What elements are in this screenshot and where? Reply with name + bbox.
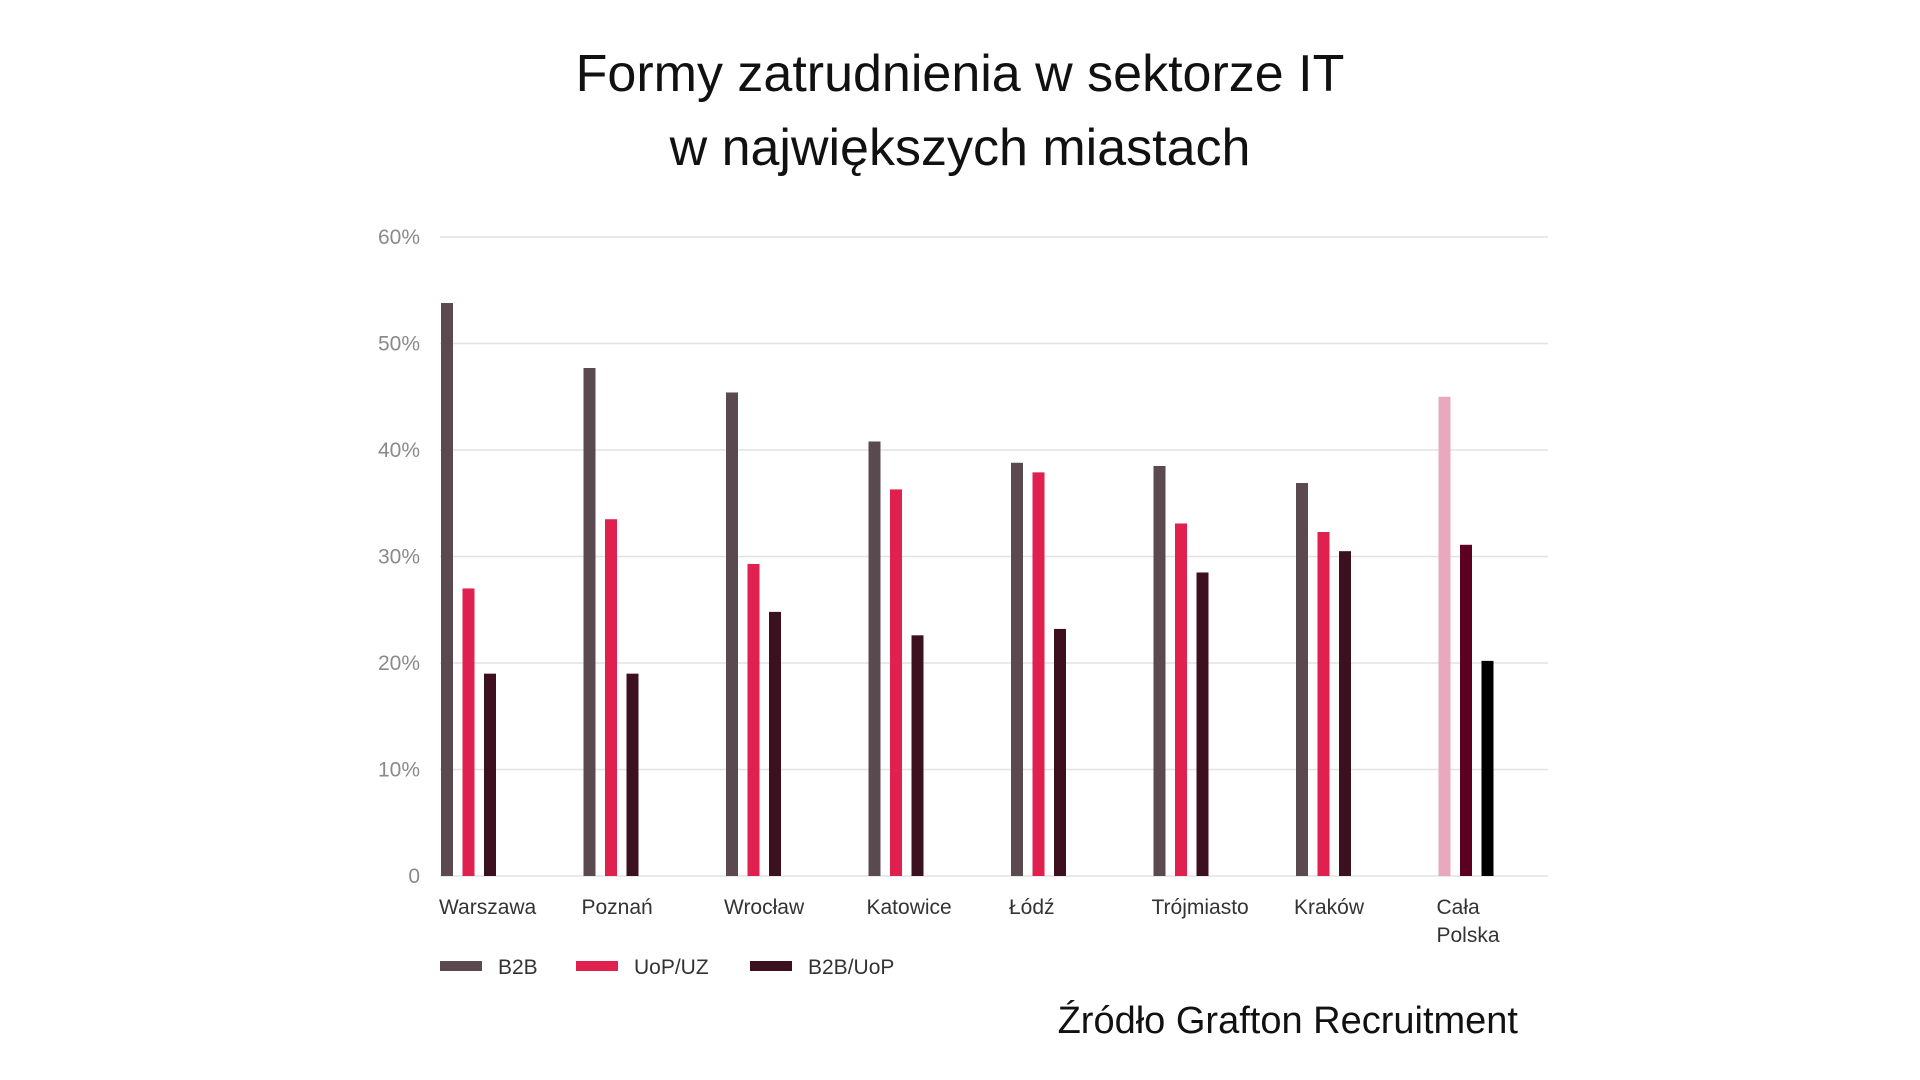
bar-b2b [1153,465,1166,876]
bar-b2b-uop [769,611,781,876]
y-tick-label: 0 [408,865,420,888]
y-tick-label: 40% [378,439,420,462]
y-axis-ticks: 0 10% 20% 30% 40% 50% 60% [378,226,420,888]
bar-uop-uz [890,489,902,876]
bar-uop-uz [1317,532,1330,876]
x-category-label: Wrocław [724,896,805,919]
x-category-label: Poznań [582,896,653,919]
bar-b2b [1011,462,1023,876]
bar-b2b-uop [1054,628,1066,876]
x-category-label: Cała [1437,896,1481,919]
y-tick-label: 50% [378,333,420,356]
bar-b2b-uop [1481,660,1494,876]
chart-title-line-1: Formy zatrudnienia w sektorze IT [575,45,1345,103]
bar-uop-uz [1175,523,1187,876]
bar-b2b [868,441,881,876]
y-tick-label: 60% [378,226,420,249]
legend-swatch [576,961,618,971]
legend-label: B2B [498,956,538,979]
x-category-label: Polska [1437,924,1500,947]
bar-b2b [441,303,453,876]
legend-swatch [750,961,792,971]
bar-b2b [726,392,738,876]
bar-uop-uz [747,563,760,876]
legend-swatch [440,961,482,971]
bar-b2b-uop [626,673,639,876]
x-category-label: Łódź [1009,896,1055,919]
bar-uop-uz [1460,544,1472,876]
bar-b2b-uop [484,673,496,876]
source-caption: Źródło Grafton Recruitment [1057,1000,1518,1042]
y-tick-label: 10% [378,759,420,782]
legend-label: B2B/UoP [808,956,894,979]
bars [441,303,1494,876]
y-tick-label: 20% [378,652,420,675]
legend-label: UoP/UZ [634,956,709,979]
x-category-label: Katowice [867,896,952,919]
y-tick-label: 30% [378,546,420,569]
chart-title-line-2: w największych miastach [669,119,1251,177]
bar-b2b-uop [1339,551,1351,876]
x-category-label: Warszawa [439,896,537,919]
grid-lines [440,236,1548,877]
bar-b2b-uop [1196,572,1209,876]
x-axis-categories: Warszawa Poznań Wrocław Katowice Łódź Trójmia… [439,896,1500,947]
legend: B2B UoP/UZ B2B/UoP [440,956,894,979]
bar-b2b-uop [911,635,924,876]
bar-b2b [1438,396,1451,876]
bar-b2b [583,367,596,876]
bar-uop-uz [462,588,475,876]
bar-uop-uz [1032,472,1045,876]
bar-uop-uz [605,519,617,876]
x-category-label: Kraków [1294,896,1365,919]
bar-b2b [1296,483,1308,876]
x-category-label: Trójmiasto [1152,896,1249,919]
